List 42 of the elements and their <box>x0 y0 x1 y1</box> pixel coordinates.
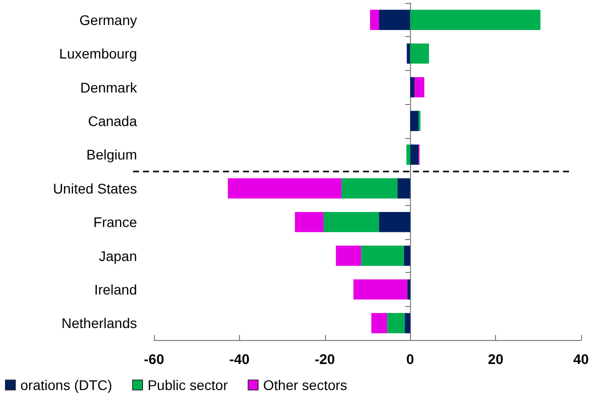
bar <box>353 279 408 300</box>
bar <box>361 246 404 266</box>
bar <box>228 178 342 198</box>
y-tick-label: Netherlands <box>62 315 137 332</box>
bar <box>407 279 410 300</box>
x-tick-label: 40 <box>573 351 589 367</box>
bar <box>341 178 398 198</box>
bar <box>324 212 380 232</box>
bar <box>336 246 362 266</box>
bar <box>404 246 410 266</box>
bar <box>406 144 410 165</box>
x-tick-label: 0 <box>406 351 414 367</box>
bar <box>370 10 380 30</box>
x-tick-label: 20 <box>488 351 504 367</box>
bar <box>379 212 410 232</box>
bar <box>410 144 419 165</box>
bar <box>410 10 540 30</box>
y-tick-label: Japan <box>98 248 137 264</box>
legend-label: Public sector <box>148 377 228 393</box>
x-tick-label: -40 <box>229 351 250 367</box>
y-tick-label: Canada <box>88 112 138 129</box>
bar <box>379 10 410 30</box>
bar <box>410 77 414 98</box>
y-tick-label: France <box>93 214 138 230</box>
bar <box>414 77 424 98</box>
y-tick-label: Denmark <box>80 79 138 96</box>
legend-label: orations (DTC) <box>20 377 112 393</box>
bar <box>397 178 410 198</box>
y-tick-label: Germany <box>79 12 137 28</box>
y-tick-label: Ireland <box>94 281 137 298</box>
bar <box>294 212 324 232</box>
x-tick-label: -20 <box>314 351 336 367</box>
y-tick-label: United States <box>52 180 137 196</box>
bar <box>410 43 429 64</box>
bar <box>404 313 410 334</box>
bar <box>371 313 388 334</box>
y-tick-label: Luxembourg <box>59 46 137 62</box>
bar <box>410 110 419 132</box>
legend-label: Other sectors <box>263 377 348 393</box>
y-tick-label: Belgium <box>86 146 137 163</box>
x-tick-label: -60 <box>144 351 164 367</box>
bar <box>387 313 405 334</box>
